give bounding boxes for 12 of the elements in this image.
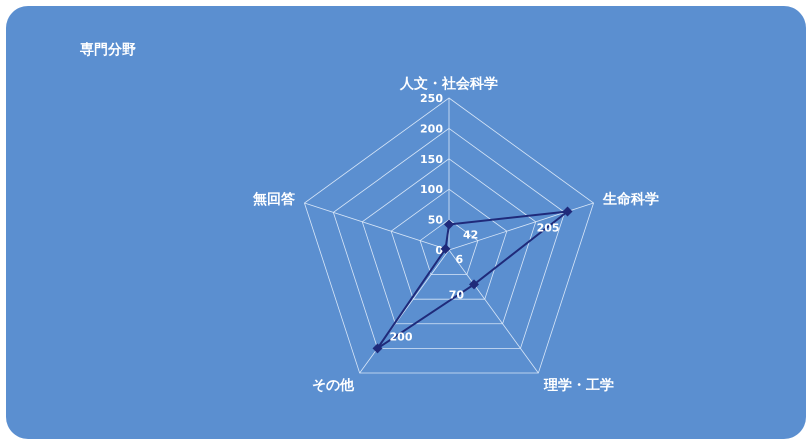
y-tick-label: 150 — [420, 152, 444, 166]
spoke-label: その他 — [312, 377, 355, 394]
y-tick-label: 100 — [420, 183, 444, 196]
data-label: 6 — [456, 252, 464, 266]
y-tick-label: 200 — [420, 122, 444, 136]
y-tick-label: 50 — [428, 214, 444, 227]
spoke-label: 生命科学 — [602, 192, 660, 208]
y-tick-label: 250 — [420, 92, 444, 105]
text: 専門分野 — [79, 42, 136, 58]
spoke-label: 理学・工学 — [543, 377, 614, 394]
spoke-label: 人文・社会科学 — [399, 75, 498, 92]
spoke-label: 無回答 — [252, 192, 295, 208]
